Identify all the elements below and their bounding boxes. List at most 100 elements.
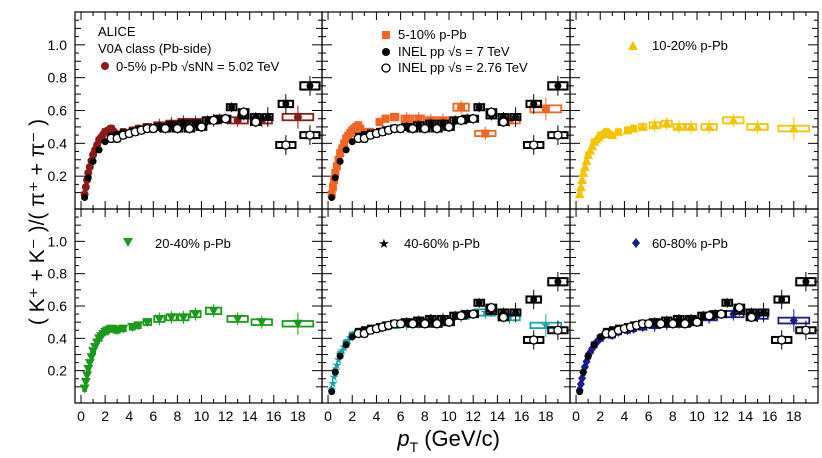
pp-point — [342, 341, 350, 349]
pp-point — [468, 114, 478, 124]
data-point — [637, 121, 648, 131]
pp-point — [456, 115, 466, 125]
pp-point — [328, 194, 336, 202]
pp-point — [342, 146, 350, 154]
data-point — [84, 359, 95, 369]
x-tick-label: 4 — [621, 408, 629, 424]
pp-point — [529, 140, 539, 150]
pp-reference-layer — [328, 272, 569, 396]
legend-panel5: 40-60% p-Pb — [404, 236, 480, 251]
pp-point — [778, 296, 786, 304]
series-layer — [574, 113, 811, 199]
pp-point — [220, 114, 231, 124]
data-point — [704, 121, 715, 131]
data-point — [481, 129, 490, 138]
data-point — [504, 312, 515, 322]
pp-point — [208, 115, 219, 125]
pp-point — [704, 311, 714, 321]
legend-marker-10-20 — [628, 41, 638, 50]
legend-panel3: 10-20% p-Pb — [652, 38, 728, 53]
x-tick-label: 14 — [738, 408, 754, 424]
pp-point — [84, 174, 92, 182]
y-tick-label: 0.8 — [48, 70, 68, 86]
pp-point — [584, 352, 592, 360]
data-point — [577, 174, 588, 184]
pp-point — [777, 335, 787, 345]
pp-point — [553, 325, 563, 335]
legend-marker-pp276 — [381, 63, 391, 73]
data-point — [166, 313, 177, 323]
pp-point — [444, 122, 454, 132]
panel-2 — [321, 11, 571, 210]
data-point — [331, 168, 340, 177]
data-point — [673, 121, 684, 131]
pp-point — [420, 319, 430, 329]
x-tick-label: 8 — [421, 408, 429, 424]
data-point — [332, 162, 341, 171]
x-tick-label: 2 — [596, 408, 604, 424]
data-point — [375, 117, 384, 126]
data-point — [190, 310, 201, 320]
data-point — [541, 104, 550, 113]
data-point — [381, 114, 390, 123]
pp-point — [328, 388, 336, 396]
data-point — [232, 314, 243, 324]
pp-point — [336, 157, 344, 165]
data-point — [83, 365, 94, 375]
y-tick-label: 0.2 — [48, 168, 68, 184]
x-tick-label: 18 — [786, 408, 802, 424]
pp-point — [716, 309, 726, 319]
pp-point — [746, 312, 757, 322]
pp-point — [89, 157, 97, 165]
pp-point — [498, 312, 509, 322]
data-point — [613, 126, 624, 136]
series-layer — [80, 105, 315, 199]
data-point — [118, 324, 129, 334]
data-point — [649, 120, 660, 130]
x-tick-label: 0 — [324, 408, 332, 424]
x-axis-title-main: p — [396, 426, 409, 451]
data-point — [82, 371, 93, 381]
data-point — [86, 353, 97, 363]
pp-point — [432, 123, 442, 134]
pp-reference-layer — [328, 76, 569, 202]
y-tick-label: 0.6 — [48, 298, 68, 314]
panel-6: 0 2 4 6 8 10 12 14 16 18 — [569, 208, 819, 424]
data-point — [256, 318, 267, 328]
data-point — [685, 121, 696, 131]
data-point — [142, 318, 153, 328]
pp-point — [81, 194, 89, 202]
data-point — [402, 114, 411, 123]
pp-point — [579, 368, 587, 376]
data-point — [574, 189, 585, 199]
pp-point — [228, 103, 236, 111]
pp-point — [264, 113, 272, 121]
x-tick-label: 16 — [762, 408, 778, 424]
pp-point — [444, 317, 454, 327]
data-point — [328, 378, 338, 388]
pp-point — [306, 82, 314, 90]
legend-panel2-c: INEL pp √s = 2.76 TeV — [398, 60, 528, 75]
data-point — [578, 167, 589, 177]
pp-point — [456, 311, 466, 321]
panels-group: 0.20.40.60.81.00.20.40.60.81.00 2 4 6 8 10 12 1… — [48, 11, 819, 424]
x-tick-label: 10 — [441, 408, 457, 424]
pp-point — [305, 130, 315, 140]
pp-point — [408, 123, 418, 134]
x-tick-label: 14 — [242, 408, 258, 424]
pp-point — [554, 278, 562, 286]
x-tick-label: 18 — [538, 408, 554, 424]
data-point — [208, 306, 219, 316]
data-point — [505, 116, 514, 125]
data-point — [154, 314, 165, 324]
data-point — [81, 183, 90, 192]
x-axis-title: pT (GeV/c) — [396, 426, 500, 455]
y-tick-label: 0.2 — [48, 363, 68, 379]
data-point — [390, 113, 399, 122]
data-point — [541, 320, 551, 330]
legend-panel6: 60-80% p-Pb — [652, 236, 728, 251]
data-point — [133, 321, 144, 331]
pp-reference-layer — [576, 272, 817, 396]
x-tick-label: 0 — [572, 408, 580, 424]
